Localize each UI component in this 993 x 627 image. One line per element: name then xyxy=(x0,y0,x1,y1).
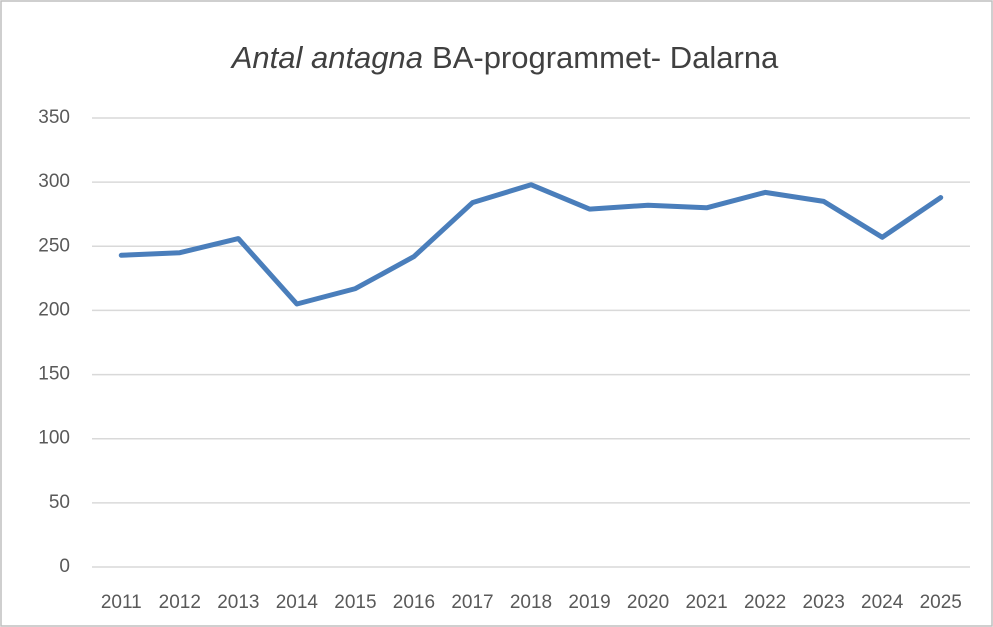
x-tick-label: 2011 xyxy=(101,592,142,613)
y-tick-label: 0 xyxy=(59,556,70,577)
y-tick-label: 100 xyxy=(38,428,70,449)
title-italic: Antal antagna xyxy=(230,40,423,75)
x-tick-label: 2016 xyxy=(393,592,435,613)
x-tick-label: 2012 xyxy=(159,592,201,613)
x-tick-label: 2015 xyxy=(334,592,376,613)
x-tick-label: 2013 xyxy=(217,592,259,613)
title-rest: BA-programmet- Dalarna xyxy=(432,40,779,75)
y-tick-label: 200 xyxy=(38,299,70,320)
x-tick-label: 2017 xyxy=(451,592,493,613)
line-series xyxy=(118,182,944,307)
y-tick-label: 300 xyxy=(38,171,70,192)
x-tick-label: 2021 xyxy=(685,592,727,613)
x-tick-label: 2024 xyxy=(861,592,904,613)
y-tick-label: 350 xyxy=(38,107,70,128)
chart-title: Antal antagna BA-programmet- Dalarna xyxy=(230,40,779,75)
x-tick-label: 2020 xyxy=(627,592,669,613)
x-tick-label: 2018 xyxy=(510,592,552,613)
x-tick-label: 2014 xyxy=(276,592,319,613)
x-tick-label: 2025 xyxy=(920,592,962,613)
y-tick-label: 250 xyxy=(38,235,70,256)
y-tick-label: 50 xyxy=(49,492,70,513)
y-tick-label: 150 xyxy=(38,364,70,385)
x-tick-label: 2019 xyxy=(568,592,610,613)
x-tick-label: 2023 xyxy=(803,592,845,613)
x-tick-label: 2022 xyxy=(744,592,786,613)
